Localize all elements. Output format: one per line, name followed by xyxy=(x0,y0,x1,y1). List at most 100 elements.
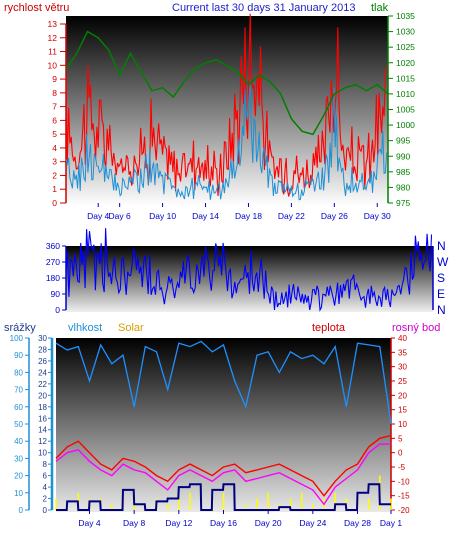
rain-tick-label: 2 xyxy=(43,495,48,504)
compass-label: W xyxy=(437,255,449,269)
wind-tick-label: 0 xyxy=(52,198,57,208)
humidity-tick-label: 60 xyxy=(14,403,23,412)
rain-tick-label: 8 xyxy=(43,460,48,469)
x-tick-label: Day 22 xyxy=(278,211,305,221)
humidity-tick-label: 40 xyxy=(14,437,23,446)
rain-tick-label: 26 xyxy=(38,357,47,366)
wind-axis-title: rychlost větru xyxy=(4,2,69,14)
temperature-tick-label: 40 xyxy=(398,334,407,343)
x-tick-label: Day 14 xyxy=(192,211,219,221)
wind-tick-label: 2 xyxy=(52,170,57,180)
x-tick-label: Day 6 xyxy=(109,211,131,221)
direction-tick-label: 270 xyxy=(46,257,60,267)
wind-tick-label: 3 xyxy=(52,157,57,167)
compass-label: N xyxy=(437,303,446,317)
humidity-tick-label: 30 xyxy=(14,454,23,463)
x-tick-label: Day 30 xyxy=(364,211,391,221)
temperature-tick-label: -15 xyxy=(398,492,410,501)
pressure-tick-label: 1015 xyxy=(396,73,415,83)
temperature-tick-label: 15 xyxy=(398,406,407,415)
humidity-series xyxy=(55,340,392,425)
rain-tick-label: 4 xyxy=(43,483,48,492)
pressure-tick-label: 990 xyxy=(396,151,410,161)
pressure-tick-label: 985 xyxy=(396,167,410,177)
pressure-series xyxy=(65,30,389,136)
temperature-tick-label: -10 xyxy=(398,477,410,486)
rain-series xyxy=(56,483,391,511)
pressure-tick-label: 1025 xyxy=(396,42,415,52)
rain-tick-label: 30 xyxy=(38,334,47,343)
rain-tick-label: 16 xyxy=(38,414,47,423)
humidity-tick-label: 80 xyxy=(14,368,23,377)
wind-speed-series xyxy=(65,85,388,201)
temperature-tick-label: 25 xyxy=(398,377,407,386)
rain-tick-label: 24 xyxy=(38,368,47,377)
pressure-tick-label: 1030 xyxy=(396,27,415,37)
compass-label: N xyxy=(437,239,446,253)
pressure-tick-label: 1000 xyxy=(396,120,415,130)
humidity-tick-label: 20 xyxy=(14,472,23,481)
temperature-tick-label: 20 xyxy=(398,391,407,400)
compass-label: E xyxy=(437,287,445,301)
wind-tick-label: 7 xyxy=(52,102,57,112)
humidity-tick-label: 10 xyxy=(14,489,23,498)
direction-tick-label: 0 xyxy=(55,305,60,315)
x-tick-label: Day 20 xyxy=(255,518,282,528)
temperature-axis-title: teplota xyxy=(312,322,346,334)
rain-tick-label: 20 xyxy=(38,391,47,400)
pressure-tick-label: 995 xyxy=(396,136,410,146)
temperature-tick-label: 10 xyxy=(398,420,407,429)
x-tick-label: Day 24 xyxy=(299,518,326,528)
wind-tick-label: 12 xyxy=(48,33,58,43)
wind-tick-label: 1 xyxy=(52,184,57,194)
chart-title: Current last 30 days 31 January 2013 xyxy=(172,2,355,14)
rain-tick-label: 28 xyxy=(38,345,47,354)
rain-tick-label: 12 xyxy=(38,437,47,446)
humidity-axis-title: vlhkost xyxy=(68,322,102,334)
temperature-tick-label: 0 xyxy=(398,449,403,458)
rain-tick-label: 14 xyxy=(38,426,47,435)
x-tick-label: Day 18 xyxy=(235,211,262,221)
x-tick-label: Day 1 xyxy=(380,518,402,528)
rain-tick-label: 0 xyxy=(43,506,48,515)
x-tick-label: Day 10 xyxy=(149,211,176,221)
rain-tick-label: 10 xyxy=(38,449,47,458)
wind-tick-label: 13 xyxy=(48,19,58,29)
temperature-tick-label: 35 xyxy=(398,348,407,357)
direction-tick-label: 180 xyxy=(46,273,60,283)
x-tick-label: Day 8 xyxy=(123,518,145,528)
panel3-background xyxy=(56,338,391,512)
temperature-tick-label: -20 xyxy=(398,506,410,515)
wind-tick-label: 9 xyxy=(52,74,57,84)
temperature-tick-label: -5 xyxy=(398,463,406,472)
humidity-tick-label: 0 xyxy=(19,506,24,515)
rain-tick-label: 6 xyxy=(43,472,48,481)
humidity-tick-label: 70 xyxy=(14,386,23,395)
x-tick-label: Day 28 xyxy=(344,518,371,528)
x-tick-label: Day 16 xyxy=(210,518,237,528)
wind-tick-label: 5 xyxy=(52,129,57,139)
temperature-tick-label: 5 xyxy=(398,434,403,443)
pressure-tick-label: 1005 xyxy=(396,105,415,115)
dewpoint-axis-title: rosný bod xyxy=(392,322,440,334)
pressure-axis-title: tlak xyxy=(371,2,389,14)
dewpoint-series xyxy=(55,443,391,506)
humidity-tick-label: 50 xyxy=(14,420,23,429)
x-tick-label: Day 4 xyxy=(78,518,100,528)
rain-tick-label: 18 xyxy=(38,403,47,412)
wind-tick-label: 11 xyxy=(48,47,57,57)
solar-label: Solar xyxy=(118,322,144,334)
wind-tick-label: 6 xyxy=(52,115,57,125)
pressure-tick-label: 1020 xyxy=(396,58,415,68)
humidity-tick-label: 90 xyxy=(14,351,23,360)
compass-label: S xyxy=(437,271,445,285)
x-tick-label: Day 12 xyxy=(165,518,192,528)
pressure-tick-label: 975 xyxy=(396,198,410,208)
wind-gust-series xyxy=(65,13,388,197)
wind-direction-series xyxy=(65,228,433,312)
chart-marks: 0123456789101112139759809859909951000100… xyxy=(10,11,449,528)
wind-tick-label: 4 xyxy=(52,143,57,153)
direction-tick-label: 360 xyxy=(46,241,60,251)
